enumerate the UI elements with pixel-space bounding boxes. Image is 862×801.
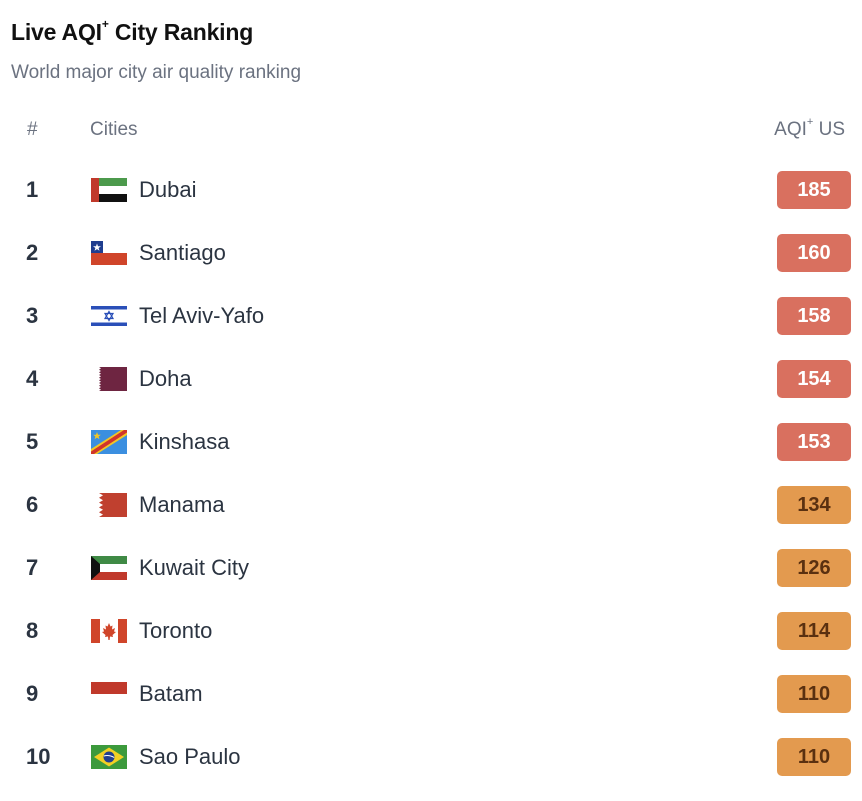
city-name-link[interactable]: Tel Aviv-Yafo — [139, 303, 265, 328]
aqi-badge: 134 — [777, 486, 851, 524]
aqi-header-superscript: + — [806, 116, 814, 128]
ranking-row[interactable]: 6 Manama 134 — [0, 486, 862, 549]
ranking-row[interactable]: 7 Kuwait City 126 — [0, 549, 862, 612]
city-name-link[interactable]: Batam — [139, 681, 203, 706]
aqi-badge: 153 — [777, 423, 851, 461]
city-name-link[interactable]: Santiago — [139, 240, 226, 265]
page-subtitle: World major city air quality ranking — [11, 62, 302, 83]
rank-number: 1 — [26, 177, 39, 202]
city-name-link[interactable]: Dubai — [139, 177, 197, 202]
column-header-rank: # — [27, 119, 38, 140]
ranking-row[interactable]: 4 Doha 154 — [0, 360, 862, 423]
title-text: Live AQI — [11, 19, 102, 45]
ranking-row[interactable]: 3 Tel Aviv-Yafo 158 — [0, 297, 862, 360]
dr-congo-flag-icon — [91, 430, 127, 454]
aqi-badge: 160 — [777, 234, 851, 272]
rank-number: 10 — [26, 744, 51, 769]
ranking-row[interactable]: 8 Toronto 114 — [0, 612, 862, 675]
title-superscript: + — [101, 17, 109, 31]
rank-number: 4 — [26, 366, 39, 391]
indonesia-flag-icon — [91, 682, 127, 706]
aqi-badge: 185 — [777, 171, 851, 209]
city-name-link[interactable]: Manama — [139, 492, 225, 517]
aqi-header-suffix: US — [818, 119, 845, 140]
city-name-link[interactable]: Doha — [139, 366, 192, 391]
page-title: Live AQI+ City Ranking — [11, 17, 254, 46]
rank-number: 2 — [26, 240, 39, 265]
rank-number: 8 — [26, 618, 39, 643]
rank-number: 7 — [26, 555, 39, 580]
ranking-row[interactable]: 5 Kinshasa 153 — [0, 423, 862, 486]
canada-flag-icon — [91, 619, 127, 643]
city-name-link[interactable]: Sao Paulo — [139, 744, 241, 769]
uae-flag-icon — [91, 178, 127, 202]
ranking-row[interactable]: 10 Sao Paulo 110 — [0, 738, 862, 801]
city-name-link[interactable]: Kinshasa — [139, 429, 230, 454]
chile-flag-icon — [91, 241, 127, 265]
rank-number: 3 — [26, 303, 39, 328]
rank-number: 6 — [26, 492, 39, 517]
aqi-badge: 158 — [777, 297, 851, 335]
kuwait-flag-icon — [91, 556, 127, 580]
ranking-row[interactable]: 1 Dubai 185 — [0, 171, 862, 234]
rank-number: 5 — [26, 429, 39, 454]
qatar-flag-icon — [91, 367, 127, 391]
ranking-row[interactable]: 9 Batam 110 — [0, 675, 862, 738]
ranking-row[interactable]: 2 Santiago 160 — [0, 234, 862, 297]
aqi-badge: 154 — [777, 360, 851, 398]
rank-number: 9 — [26, 681, 39, 706]
column-header-aqi: AQI+ US — [774, 116, 845, 141]
aqi-badge: 126 — [777, 549, 851, 587]
aqi-header-text: AQI — [774, 119, 807, 140]
city-name-link[interactable]: Kuwait City — [139, 555, 250, 580]
aqi-badge: 110 — [777, 738, 851, 776]
israel-flag-icon — [91, 304, 127, 328]
city-name-link[interactable]: Toronto — [139, 618, 213, 643]
aqi-badge: 114 — [777, 612, 851, 650]
aqi-badge: 110 — [777, 675, 851, 713]
bahrain-flag-icon — [91, 493, 127, 517]
title-suffix: City Ranking — [114, 19, 254, 45]
column-header-cities: Cities — [90, 119, 138, 140]
brazil-flag-icon — [91, 745, 127, 769]
